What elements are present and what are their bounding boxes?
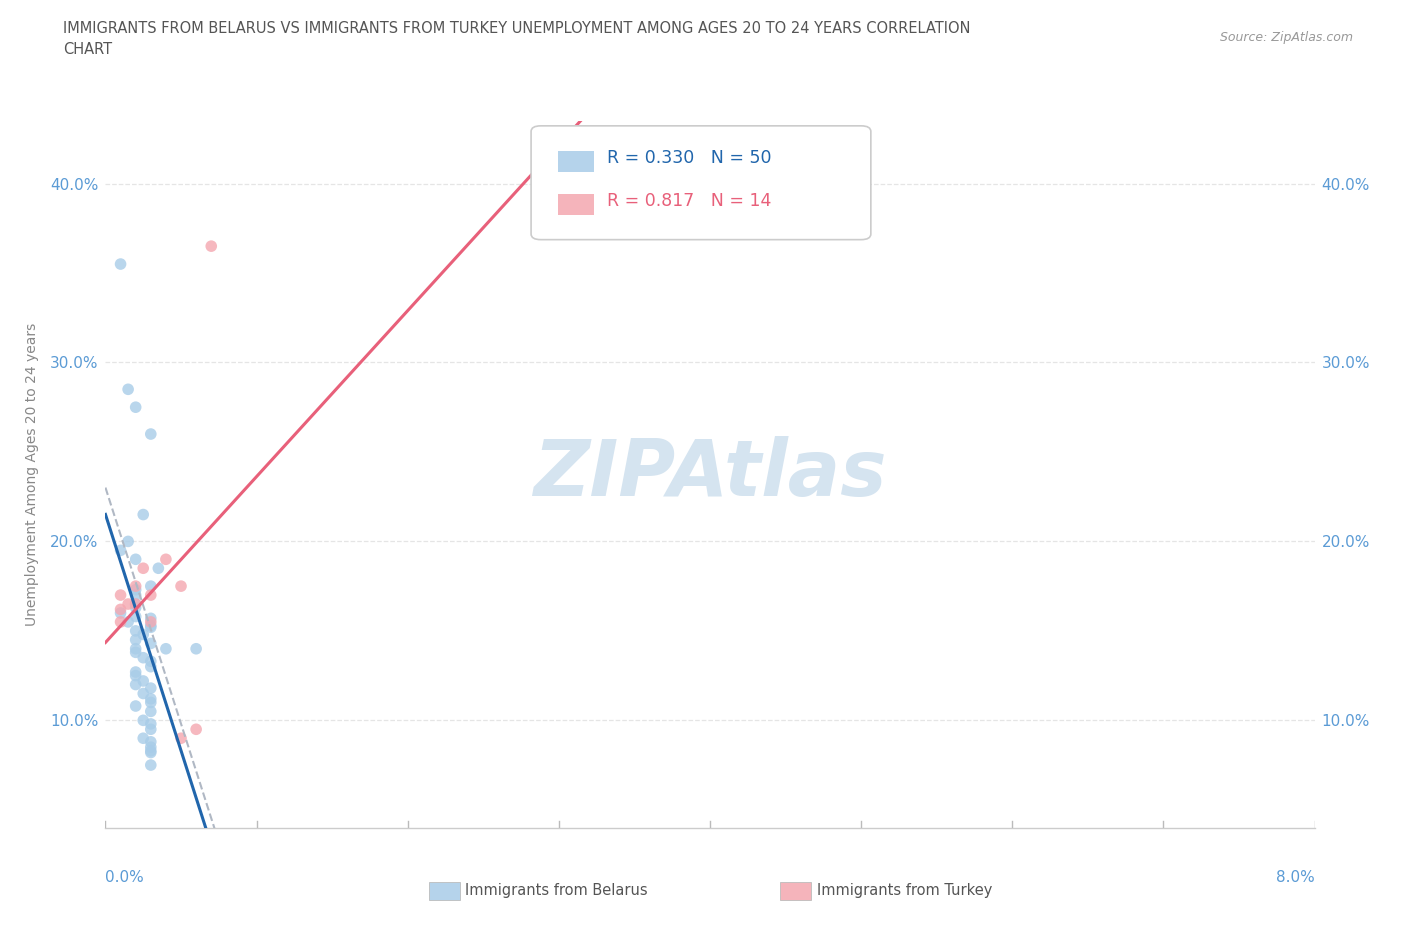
Point [155, 642, 177, 657]
Point [170, 731, 193, 746]
Point [139, 618, 162, 633]
Point [139, 681, 162, 696]
Point [117, 596, 139, 611]
FancyBboxPatch shape [531, 126, 870, 240]
Point [132, 507, 155, 522]
Point [186, 642, 208, 657]
Point [125, 400, 148, 415]
Point [125, 632, 148, 647]
Point [117, 382, 139, 397]
Y-axis label: Unemployment Among Ages 20 to 24 years: Unemployment Among Ages 20 to 24 years [25, 323, 39, 626]
FancyBboxPatch shape [558, 152, 593, 172]
Point [139, 739, 162, 754]
Point [139, 611, 162, 626]
Point [132, 731, 155, 746]
Point [125, 642, 148, 657]
Point [125, 600, 148, 615]
Point [139, 695, 162, 710]
Point [117, 534, 139, 549]
Point [125, 551, 148, 566]
Point [110, 257, 132, 272]
Point [139, 578, 162, 593]
Text: Source: ZipAtlas.com: Source: ZipAtlas.com [1219, 31, 1353, 44]
Point [139, 620, 162, 635]
Point [132, 561, 155, 576]
Point [139, 735, 162, 750]
Point [125, 578, 148, 593]
Point [132, 713, 155, 728]
Text: 0.0%: 0.0% [105, 870, 145, 885]
Point [125, 677, 148, 692]
Text: ZIPAtlas: ZIPAtlas [533, 436, 887, 512]
Point [125, 596, 148, 611]
Point [110, 615, 132, 630]
Point [155, 551, 177, 566]
Point [139, 704, 162, 719]
Text: IMMIGRANTS FROM BELARUS VS IMMIGRANTS FROM TURKEY UNEMPLOYMENT AMONG AGES 20 TO : IMMIGRANTS FROM BELARUS VS IMMIGRANTS FR… [63, 21, 970, 36]
Point [139, 743, 162, 758]
Point [125, 588, 148, 603]
Point [125, 668, 148, 683]
Point [139, 654, 162, 669]
Point [139, 745, 162, 760]
Point [139, 588, 162, 603]
Point [110, 588, 132, 603]
Point [125, 596, 148, 611]
Point [125, 582, 148, 597]
Text: CHART: CHART [63, 42, 112, 57]
Point [125, 623, 148, 638]
Point [139, 615, 162, 630]
Point [139, 722, 162, 737]
Text: R = 0.330   N = 50: R = 0.330 N = 50 [607, 150, 772, 167]
Point [110, 605, 132, 620]
Point [170, 578, 193, 593]
Point [139, 758, 162, 773]
Text: Immigrants from Turkey: Immigrants from Turkey [817, 884, 993, 898]
Point [200, 239, 222, 254]
Text: Immigrants from Belarus: Immigrants from Belarus [465, 884, 648, 898]
Point [125, 609, 148, 624]
Point [139, 636, 162, 651]
Text: R = 0.817   N = 14: R = 0.817 N = 14 [607, 192, 772, 210]
Point [125, 665, 148, 680]
Point [110, 543, 132, 558]
FancyBboxPatch shape [558, 193, 593, 215]
Point [139, 427, 162, 442]
Point [139, 691, 162, 706]
Point [132, 686, 155, 701]
Point [139, 716, 162, 731]
Point [148, 561, 170, 576]
Point [125, 644, 148, 659]
Point [132, 627, 155, 642]
Point [117, 615, 139, 630]
Point [110, 602, 132, 617]
Point [125, 698, 148, 713]
Point [132, 673, 155, 688]
Point [132, 650, 155, 665]
Point [139, 659, 162, 674]
Text: 8.0%: 8.0% [1275, 870, 1315, 885]
Point [186, 722, 208, 737]
